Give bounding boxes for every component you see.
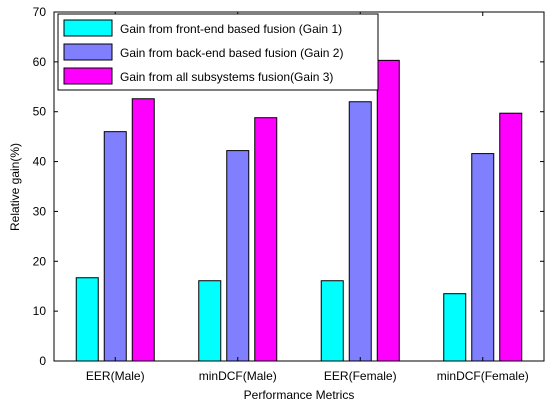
bar-3-mindcf-male [254, 117, 278, 362]
x-axis: EER(Male) minDCF(Male) EER(Female) minDCF(F… [86, 12, 529, 383]
bar-1-eer-female [320, 280, 344, 362]
y-axis-label: Relative gain(%) [8, 143, 22, 231]
y-tick-label: 40 [33, 155, 47, 169]
bar-1-mindcf-male [198, 280, 222, 362]
legend-label: Gain from front-end based fusion (Gain 1… [120, 22, 342, 36]
legend-swatch [63, 19, 113, 37]
y-tick-label: 60 [33, 55, 47, 69]
bar-3-mindcf-female [499, 112, 523, 362]
bar-2-eer-female [348, 101, 372, 362]
bar-2-mindcf-female [471, 153, 495, 362]
x-tick-label: EER(Female) [324, 369, 397, 383]
y-axis: 0 10 20 30 40 50 60 70 [33, 5, 544, 368]
y-tick-label: 20 [33, 254, 47, 268]
y-tick-label: 10 [33, 304, 47, 318]
legend: Gain from front-end based fusion (Gain 1… [57, 13, 379, 91]
legend-label: Gain from back-end based fusion (Gain 2) [120, 46, 343, 60]
bar-1-mindcf-female [443, 293, 467, 362]
bars-group [75, 59, 523, 362]
x-tick-label: EER(Male) [86, 369, 145, 383]
legend-label: Gain from all subsystems fusion(Gain 3) [120, 70, 333, 84]
y-tick-label: 0 [39, 354, 46, 368]
bar-3-eer-female [376, 59, 400, 362]
x-tick-label: minDCF(Male) [199, 369, 277, 383]
legend-swatch [63, 67, 113, 85]
x-axis-label: Performance Metrics [244, 388, 355, 402]
bar-1-eer-male [75, 277, 99, 362]
y-tick-label: 30 [33, 204, 47, 218]
bar-2-eer-male [103, 131, 127, 362]
bar-2-mindcf-male [226, 150, 250, 362]
y-tick-label: 70 [33, 5, 47, 19]
legend-swatch [63, 43, 113, 61]
x-tick-label: minDCF(Female) [437, 369, 529, 383]
y-tick-label: 50 [33, 105, 47, 119]
bar-3-eer-male [131, 98, 155, 362]
